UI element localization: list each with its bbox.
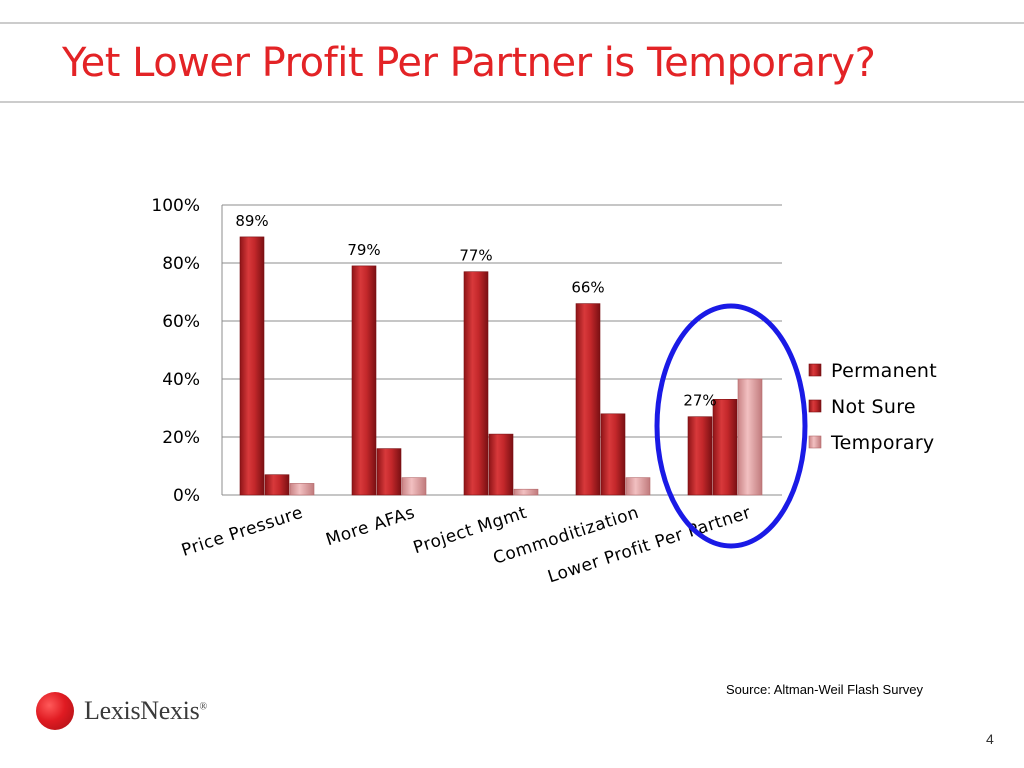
legend-swatch-permanent — [808, 363, 822, 377]
category-label: More AFAs — [323, 503, 417, 551]
y-tick-label: 80% — [162, 254, 200, 274]
y-tick-label: 20% — [162, 428, 200, 448]
legend-label-temporary: Temporary — [830, 432, 934, 454]
logo-registered-mark: ® — [199, 701, 207, 713]
legend-label-permanent: Permanent — [831, 360, 937, 382]
source-note: Source: Altman-Weil Flash Survey — [726, 682, 923, 697]
bar-permanent-lower-profit-per-partner — [687, 416, 713, 496]
slide-title: Yet Lower Profit Per Partner is Temporar… — [62, 40, 876, 86]
page-number: 4 — [986, 731, 994, 747]
bar-not-sure-more-afas — [376, 448, 402, 496]
title-underline — [0, 101, 1024, 103]
y-tick-label: 0% — [173, 486, 200, 506]
bar-temporary-more-afas — [401, 477, 427, 496]
legend-label-not-sure: Not Sure — [831, 396, 916, 418]
data-label: 89% — [235, 212, 268, 230]
data-label: 79% — [347, 241, 380, 259]
bar-permanent-more-afas — [351, 265, 377, 496]
legend-swatch-not-sure — [808, 399, 822, 413]
bar-temporary-commoditization — [625, 477, 651, 496]
y-tick-labels: 0% 20% 40% 60% 80% 100% — [151, 196, 200, 506]
y-tick-label: 60% — [162, 312, 200, 332]
data-label: 77% — [459, 247, 492, 265]
bar-temporary-lower-profit-per-partner — [737, 378, 763, 496]
category-label: Price Pressure — [179, 503, 305, 561]
bar-temporary-price-pressure — [289, 483, 315, 496]
legend: Permanent Not Sure Temporary — [808, 360, 937, 454]
bars — [239, 236, 763, 496]
y-tick-label: 100% — [151, 196, 200, 216]
bar-permanent-project-mgmt — [463, 271, 489, 496]
bar-not-sure-project-mgmt — [488, 433, 514, 496]
data-label: 66% — [571, 279, 604, 297]
top-rule — [0, 22, 1024, 24]
bar-not-sure-commoditization — [600, 413, 626, 496]
logo-wordmark: LexisNexis® — [84, 696, 207, 726]
logo-mark-icon — [36, 692, 74, 730]
legend-swatch-temporary — [808, 435, 822, 449]
highlight-ellipse — [654, 303, 808, 549]
bar-not-sure-price-pressure — [264, 474, 290, 496]
data-label: 27% — [683, 392, 716, 410]
data-labels: 89% 79% 77% 66% 27% — [235, 212, 716, 410]
bar-temporary-project-mgmt — [513, 488, 539, 496]
y-tick-label: 40% — [162, 370, 200, 390]
bar-permanent-price-pressure — [239, 236, 265, 496]
logo-text: LexisNexis — [84, 696, 200, 725]
bar-permanent-commoditization — [575, 303, 601, 496]
bar-not-sure-lower-profit-per-partner — [712, 398, 738, 496]
